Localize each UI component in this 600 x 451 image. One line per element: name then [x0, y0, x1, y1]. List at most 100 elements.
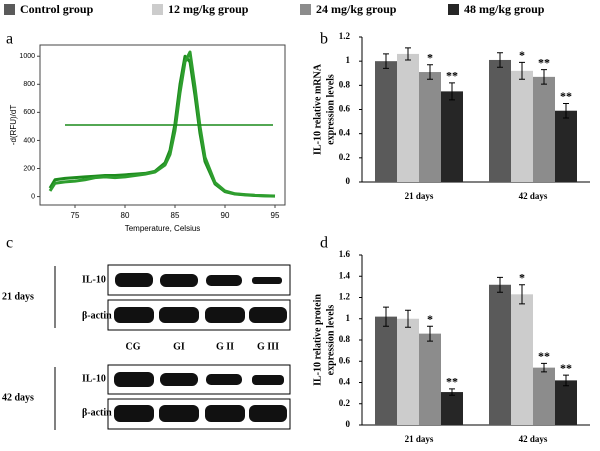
y-tick-label: 1.4: [339, 270, 351, 280]
bar: [533, 367, 555, 425]
error-bar: [383, 306, 389, 327]
x-tick-label: 80: [121, 211, 130, 220]
y-tick-label: 0.4: [339, 377, 351, 387]
panel-letter: c: [6, 235, 13, 252]
band: [206, 374, 242, 385]
x-tick-label: 21 days: [405, 434, 434, 444]
blot-frame: [107, 299, 291, 331]
band: [252, 375, 284, 385]
error-bar: [519, 284, 525, 305]
bar: [375, 316, 397, 425]
y-tick-label: 800: [23, 81, 35, 88]
bar: [441, 392, 463, 425]
y-tick-label: 1000: [19, 53, 35, 60]
melt-curve: [48, 50, 276, 198]
significance-mark: *: [519, 48, 525, 62]
y-tick-label: 0: [346, 176, 351, 186]
y-tick-label: 0: [31, 193, 35, 200]
group-label: 21 days: [2, 291, 34, 302]
y-tick-label: 1.6: [339, 249, 351, 259]
band: [205, 307, 245, 323]
significance-mark: **: [446, 375, 458, 389]
y-tick-label: 400: [23, 137, 35, 144]
y-tick-label: 1.2: [339, 31, 351, 41]
y-axis-label: IL-10 relative mRNA: [312, 63, 323, 155]
bar: [511, 294, 533, 425]
x-tick-label: 90: [221, 211, 230, 220]
row-label: β-actin: [82, 407, 112, 418]
bar: [555, 110, 577, 182]
x-tick-label: 42 days: [519, 434, 548, 444]
significance-mark: **: [538, 349, 550, 363]
lane-label: GI: [173, 341, 185, 352]
band: [249, 405, 287, 422]
row-label: IL-10: [82, 274, 106, 285]
y-tick-label: 1.2: [339, 292, 351, 302]
band: [160, 373, 198, 386]
significance-mark: *: [427, 312, 433, 326]
bar: [511, 70, 533, 182]
plot-frame: [39, 44, 286, 206]
band: [114, 372, 154, 387]
bar: [397, 318, 419, 425]
error-bar: [497, 276, 503, 293]
error-bar: [541, 362, 547, 373]
y-tick-label: 200: [23, 165, 35, 172]
bar: [419, 333, 441, 425]
x-tick-label: 42 days: [519, 191, 548, 201]
band: [160, 274, 198, 287]
bar: [489, 284, 511, 425]
y-tick-label: 0.8: [339, 79, 351, 89]
band: [206, 275, 242, 286]
y-tick-label: 0.8: [339, 334, 351, 344]
error-bar: [541, 69, 547, 85]
y-axis-label: expression levels: [325, 305, 336, 376]
legend-label: 12 mg/kg group: [168, 2, 249, 16]
significance-mark: **: [446, 69, 458, 83]
x-axis-label: Temperature, Celsius: [125, 224, 201, 233]
x-tick-label: 85: [171, 211, 180, 220]
band: [114, 405, 154, 422]
y-tick-label: 0.2: [339, 152, 351, 162]
significance-mark: **: [538, 55, 550, 69]
error-bar: [563, 102, 569, 119]
legend-swatch: [448, 4, 459, 15]
y-tick-label: 0.6: [339, 355, 351, 365]
error-bar: [405, 309, 411, 328]
legend-swatch: [152, 4, 163, 15]
panel-letter: d: [320, 235, 328, 252]
panel-c: c 21 days IL-10 β-actin CG GI G II: [2, 235, 291, 430]
group-label: 42 days: [2, 392, 34, 403]
y-tick-label: 0: [346, 419, 351, 429]
blot-frame: [107, 264, 291, 296]
lane-label: G II: [216, 341, 234, 352]
band: [159, 307, 199, 323]
blot-frame: [107, 364, 291, 395]
band: [252, 277, 282, 284]
error-bar: [563, 374, 569, 387]
y-tick-label: 0.4: [339, 128, 351, 138]
y-tick-label: 600: [23, 109, 35, 116]
bar: [419, 72, 441, 182]
legend-swatch: [300, 4, 311, 15]
legend-swatch: [4, 4, 15, 15]
significance-mark: *: [519, 271, 525, 285]
y-tick-label: 0.6: [339, 104, 351, 114]
bands: [114, 273, 287, 422]
significance-mark: **: [560, 89, 572, 103]
blot-frame: [107, 398, 291, 430]
row-label: β-actin: [82, 310, 112, 321]
bar: [555, 380, 577, 425]
legend-label: 24 mg/kg group: [316, 2, 397, 16]
x-tick-label: 75: [71, 211, 80, 220]
y-tick-label: 1: [346, 55, 351, 65]
error-bar: [519, 61, 525, 80]
y-tick-label: 1: [346, 313, 351, 323]
bar: [489, 59, 511, 183]
panel-letter: b: [320, 31, 328, 48]
y-tick-label: 0.2: [339, 398, 351, 408]
legend-label: 48 mg/kg group: [464, 2, 545, 16]
band: [115, 273, 153, 287]
error-bar: [405, 47, 411, 61]
